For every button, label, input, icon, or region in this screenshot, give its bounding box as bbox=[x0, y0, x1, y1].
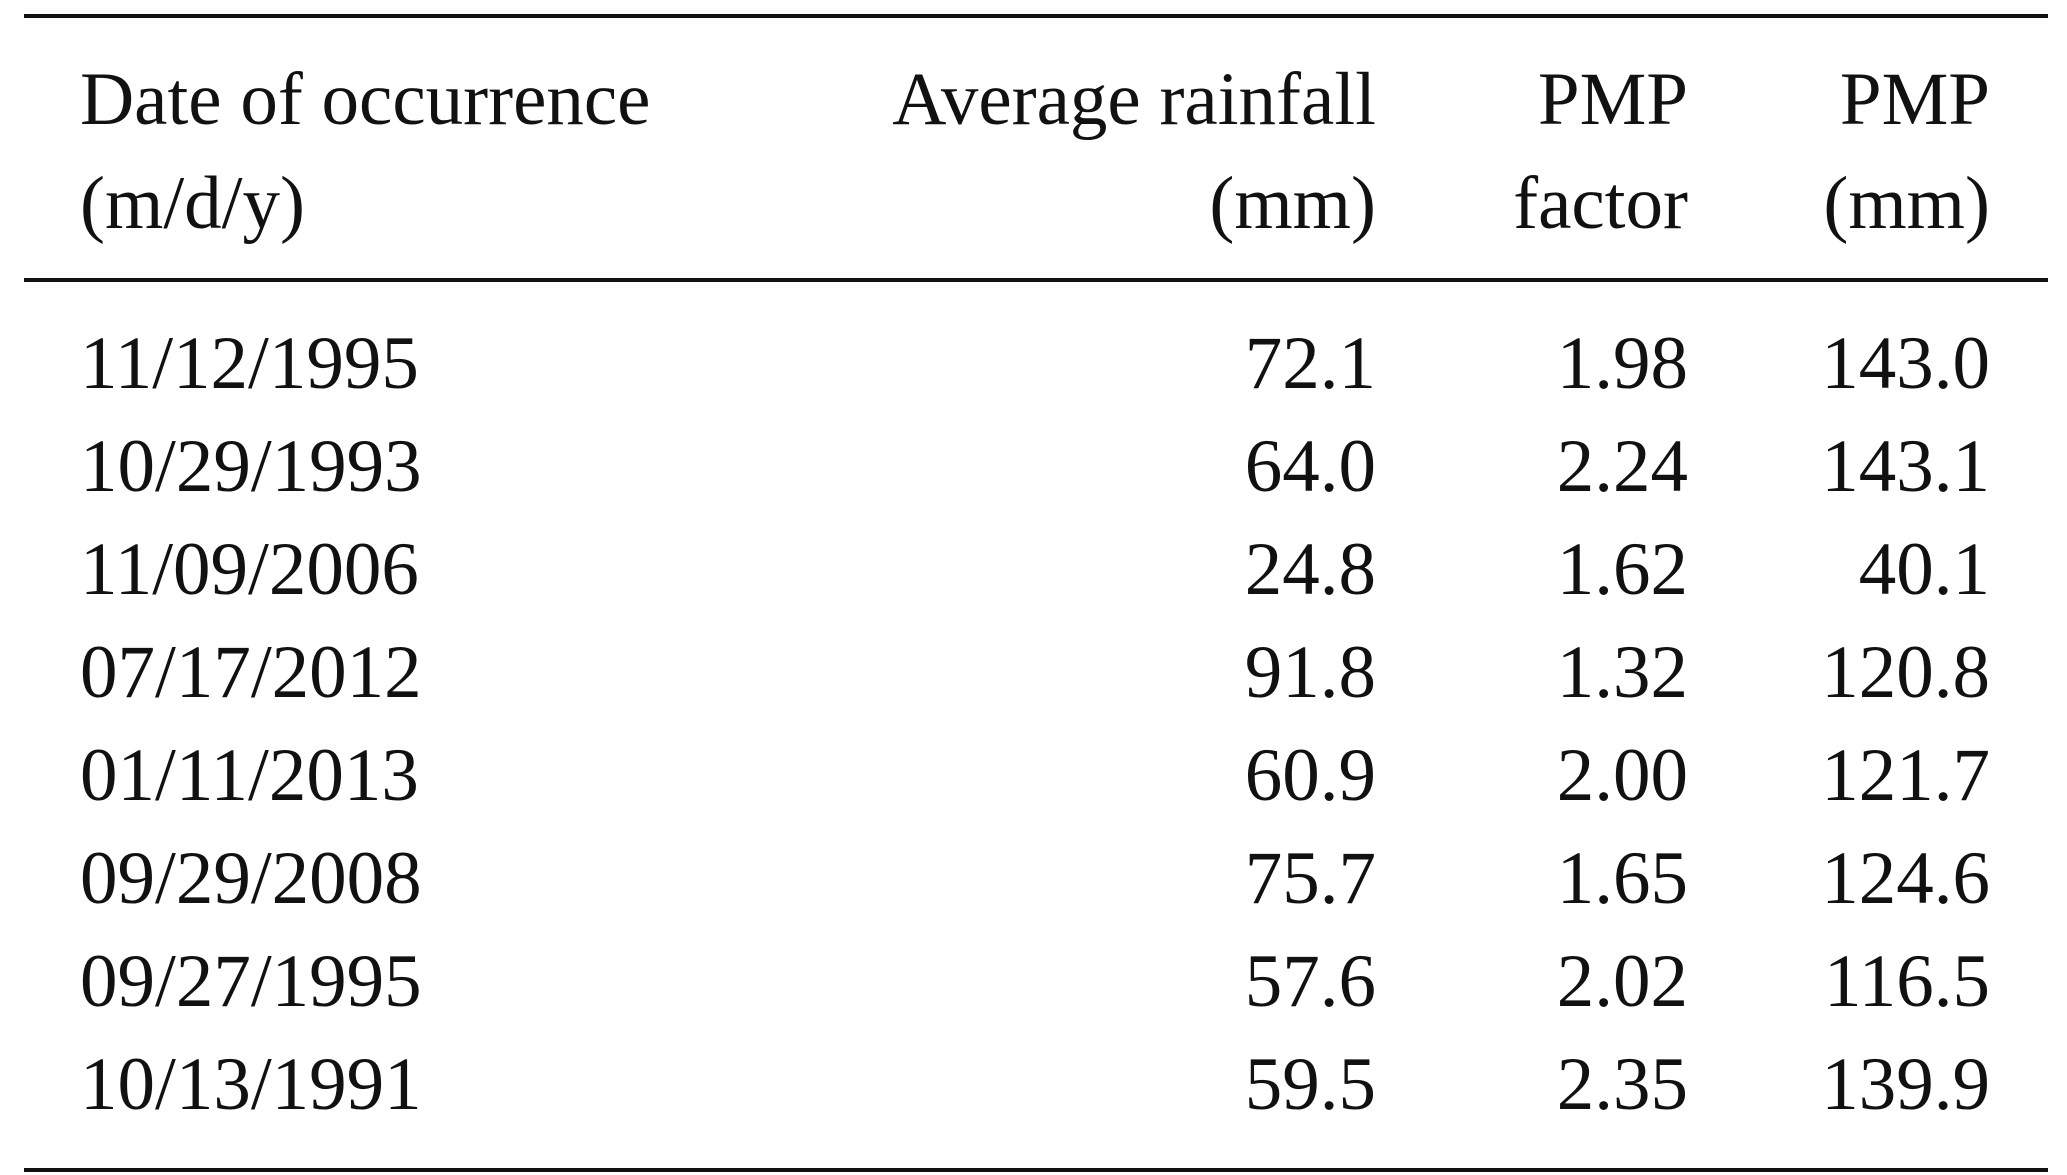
cell-pmp-mm: 139.9 bbox=[1821, 1043, 1990, 1126]
cell-average-rainfall: 64.0 bbox=[1244, 425, 1376, 508]
table-header: Date of occurrence (m/d/y) Average rainf… bbox=[24, 18, 2048, 278]
cell-pmp-factor: 2.00 bbox=[1556, 734, 1688, 817]
bottom-rule bbox=[24, 1168, 2048, 1172]
header-pmp-factor: PMP factor bbox=[1513, 48, 1688, 256]
cell-pmp-factor: 2.02 bbox=[1556, 940, 1688, 1023]
cell-pmp-mm: 143.0 bbox=[1821, 322, 1990, 405]
cell-date: 10/13/1991 bbox=[80, 1043, 422, 1126]
cell-pmp-mm: 40.1 bbox=[1858, 528, 1990, 611]
header-avg-line2: (mm) bbox=[1209, 162, 1376, 245]
cell-pmp-factor: 1.32 bbox=[1556, 631, 1688, 714]
header-average-rainfall: Average rainfall (mm) bbox=[892, 48, 1376, 256]
cell-pmp-factor: 2.35 bbox=[1556, 1043, 1688, 1126]
cell-pmp-factor: 1.62 bbox=[1556, 528, 1688, 611]
cell-pmp-mm: 143.1 bbox=[1821, 425, 1990, 508]
cell-date: 09/27/1995 bbox=[80, 940, 422, 1023]
cell-pmp-mm: 120.8 bbox=[1821, 631, 1990, 714]
header-factor-line1: PMP bbox=[1537, 58, 1688, 141]
cell-pmp-mm: 121.7 bbox=[1821, 734, 1990, 817]
cell-date: 09/29/2008 bbox=[80, 837, 422, 920]
cell-pmp-factor: 2.24 bbox=[1556, 425, 1688, 508]
rainfall-table: Date of occurrence (m/d/y) Average rainf… bbox=[24, 14, 2048, 1172]
cell-date: 10/29/1993 bbox=[80, 425, 422, 508]
header-date-line1: Date of occurrence bbox=[80, 58, 651, 141]
cell-average-rainfall: 60.9 bbox=[1244, 734, 1376, 817]
header-factor-line2: factor bbox=[1513, 162, 1688, 245]
table-row: 11/09/2006 24.8 1.62 40.1 bbox=[24, 518, 2048, 622]
header-pmp-mm: PMP (mm) bbox=[1823, 48, 1990, 256]
cell-date: 11/09/2006 bbox=[80, 528, 419, 611]
cell-date: 07/17/2012 bbox=[80, 631, 422, 714]
header-date: Date of occurrence (m/d/y) bbox=[80, 48, 650, 256]
table-row: 10/29/1993 64.0 2.24 143.1 bbox=[24, 415, 2048, 519]
cell-average-rainfall: 75.7 bbox=[1244, 837, 1376, 920]
table-row: 10/13/1991 59.5 2.35 139.9 bbox=[24, 1033, 2048, 1137]
cell-average-rainfall: 91.8 bbox=[1244, 631, 1376, 714]
cell-pmp-factor: 1.98 bbox=[1556, 322, 1688, 405]
header-pmp-line1: PMP bbox=[1839, 58, 1990, 141]
cell-average-rainfall: 59.5 bbox=[1244, 1043, 1376, 1126]
cell-pmp-factor: 1.65 bbox=[1556, 837, 1688, 920]
table-row: 07/17/2012 91.8 1.32 120.8 bbox=[24, 621, 2048, 725]
header-avg-line1: Average rainfall bbox=[892, 58, 1376, 141]
cell-average-rainfall: 57.6 bbox=[1244, 940, 1376, 1023]
cell-pmp-mm: 116.5 bbox=[1824, 940, 1990, 1023]
cell-average-rainfall: 24.8 bbox=[1244, 528, 1376, 611]
table-body: 11/12/1995 72.1 1.98 143.0 10/29/1993 64… bbox=[24, 282, 2048, 1168]
header-rule bbox=[24, 278, 2048, 282]
table-row: 09/27/1995 57.6 2.02 116.5 bbox=[24, 930, 2048, 1034]
cell-date: 01/11/2013 bbox=[80, 734, 419, 817]
header-pmp-line2: (mm) bbox=[1823, 162, 1990, 245]
header-date-line2: (m/d/y) bbox=[80, 162, 305, 245]
cell-pmp-mm: 124.6 bbox=[1821, 837, 1990, 920]
cell-date: 11/12/1995 bbox=[80, 322, 419, 405]
cell-average-rainfall: 72.1 bbox=[1244, 322, 1376, 405]
top-rule bbox=[24, 14, 2048, 18]
table-row: 09/29/2008 75.7 1.65 124.6 bbox=[24, 827, 2048, 931]
table-row: 01/11/2013 60.9 2.00 121.7 bbox=[24, 724, 2048, 828]
table-row: 11/12/1995 72.1 1.98 143.0 bbox=[24, 312, 2048, 416]
